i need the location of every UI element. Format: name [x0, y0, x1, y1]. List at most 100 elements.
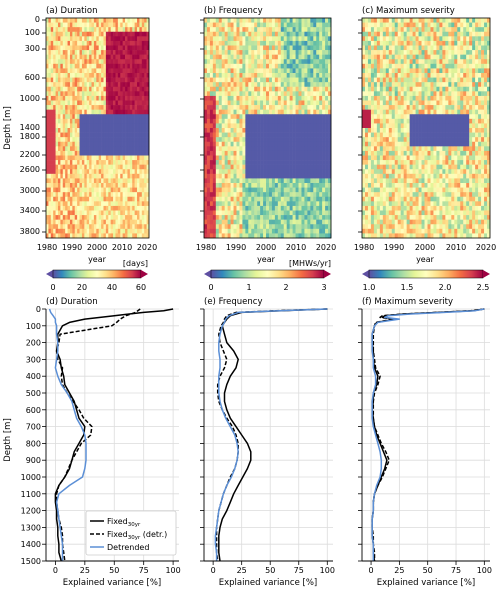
heatmap-cell — [251, 141, 255, 147]
heatmap-cell — [98, 45, 102, 51]
heatmap-cell — [292, 45, 296, 51]
heatmap-cell — [257, 95, 261, 101]
heatmap-cell — [322, 164, 326, 170]
heatmap-cell — [146, 224, 150, 230]
heatmap-cell — [105, 178, 109, 184]
heatmap-cell — [141, 40, 145, 46]
heatmap-cell — [376, 100, 381, 106]
heatmap-cell — [307, 77, 311, 83]
heatmap-cell — [227, 54, 231, 60]
heatmap-cell — [418, 91, 422, 97]
heatmap-cell — [403, 63, 407, 69]
heatmap-cell — [137, 141, 140, 147]
heatmap-cell — [206, 192, 211, 198]
heatmap-cell — [117, 192, 121, 198]
heatmap-cell — [57, 118, 61, 124]
heatmap-cell — [433, 68, 437, 74]
heatmap-cell — [209, 40, 214, 46]
heatmap-cell — [286, 22, 290, 28]
heatmap-cell — [69, 160, 73, 165]
heatmap-cell — [313, 40, 317, 46]
heatmap-cell — [248, 45, 252, 51]
heatmap-cell — [55, 132, 59, 138]
heatmap-cell — [451, 68, 455, 74]
heatmap-cell — [248, 233, 252, 239]
heatmap-cell — [53, 18, 56, 23]
heatmap-cell — [283, 192, 287, 198]
heatmap-cell — [322, 187, 326, 193]
heatmap-cell — [53, 155, 56, 161]
heatmap-cell — [254, 155, 258, 161]
heatmap-cell — [144, 36, 147, 42]
heatmap-cell — [215, 45, 220, 51]
heatmap-cell — [316, 50, 320, 55]
heatmap-cell — [268, 224, 273, 230]
heatmap-cell — [451, 40, 455, 46]
heatmap-cell — [409, 27, 413, 33]
heatmap-cell — [137, 59, 140, 65]
heatmap-cell — [101, 215, 104, 220]
heatmap-cell — [137, 114, 140, 120]
heatmap-cell — [463, 86, 467, 92]
heatmap-cell — [55, 201, 59, 207]
heatmap-cell — [319, 82, 323, 88]
heatmap-cell — [472, 77, 476, 83]
heatmap-cell — [328, 77, 332, 83]
heatmap-cell — [439, 86, 443, 92]
heatmap-cell — [103, 114, 107, 120]
heatmap-cell — [469, 86, 473, 92]
heatmap-cell — [475, 45, 479, 51]
heatmap-cell — [77, 109, 80, 115]
heatmap-cell — [239, 118, 243, 124]
heatmap-cell — [248, 82, 252, 88]
heatmap-cell — [283, 27, 287, 33]
heatmap-cell — [236, 22, 240, 28]
heatmap-cell — [125, 196, 128, 202]
heatmap-cell — [57, 114, 61, 120]
heatmap-cell — [469, 18, 473, 23]
heatmap-cell — [257, 201, 261, 207]
heatmap-cell — [96, 187, 99, 193]
heatmap-cell — [74, 59, 78, 65]
heatmap-cell — [322, 73, 326, 78]
heatmap-cell — [254, 50, 258, 55]
heatmap-cell — [274, 183, 279, 188]
heatmap-cell — [292, 59, 296, 65]
heatmap-cell — [146, 219, 150, 225]
heatmap-cell — [144, 169, 147, 175]
heatmap-cell — [376, 22, 381, 28]
heatmap-cell — [141, 173, 145, 179]
heatmap-cell — [115, 100, 119, 106]
heatmap-cell — [409, 36, 413, 42]
heatmap-cell — [307, 233, 311, 239]
heatmap-cell — [316, 73, 320, 78]
heatmap-cell — [245, 18, 249, 23]
heatmap-cell — [209, 160, 214, 165]
heatmap-cell — [89, 201, 92, 207]
heatmap-cell — [125, 137, 128, 143]
heatmap-cell — [55, 210, 59, 216]
heatmap-cell — [239, 137, 243, 143]
heatmap-cell — [69, 201, 73, 207]
heatmap-cell — [251, 160, 255, 165]
heatmap-cell — [289, 146, 293, 152]
heatmap-cell — [263, 114, 267, 120]
heatmap-cell — [263, 137, 267, 143]
heatmap-cell — [127, 73, 131, 78]
heatmap-cell — [254, 219, 258, 225]
heatmap-cell — [448, 36, 452, 42]
heatmap-cell — [93, 100, 97, 106]
heatmap-cell — [292, 183, 296, 188]
heatmap-cell — [79, 123, 83, 129]
heatmap-cell — [224, 100, 228, 106]
heatmap-cell — [60, 40, 64, 46]
heatmap-cell — [122, 22, 126, 28]
heatmap-cell — [53, 91, 56, 97]
heatmap-cell — [322, 45, 326, 51]
heatmap-cell — [227, 114, 231, 120]
heatmap-cell — [239, 40, 243, 46]
heatmap-cell — [221, 118, 225, 124]
heatmap-cell — [257, 137, 261, 143]
heatmap-cell — [79, 169, 83, 175]
heatmap-cell — [204, 160, 208, 165]
